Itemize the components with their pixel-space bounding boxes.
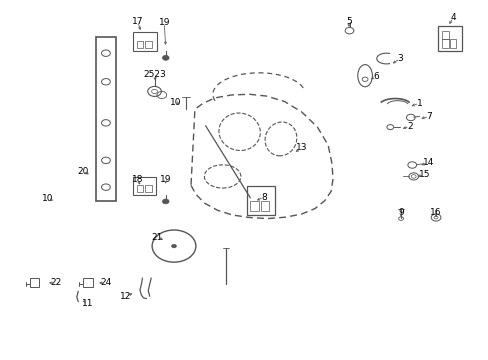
Text: 2: 2 (406, 122, 412, 131)
Text: 2523: 2523 (143, 70, 165, 79)
Text: 11: 11 (82, 299, 94, 308)
Text: 8: 8 (261, 193, 266, 202)
Text: 21: 21 (151, 233, 163, 242)
Text: 10: 10 (169, 98, 181, 107)
Text: 9: 9 (397, 208, 403, 217)
Circle shape (171, 244, 176, 248)
Text: 19: 19 (158, 18, 170, 27)
Text: 3: 3 (396, 54, 402, 63)
Text: 13: 13 (296, 143, 307, 152)
Text: 14: 14 (422, 158, 433, 167)
Text: 1: 1 (416, 99, 422, 108)
Text: 18: 18 (131, 175, 143, 184)
Text: 12: 12 (120, 292, 131, 301)
Text: 22: 22 (50, 278, 61, 287)
Text: 6: 6 (372, 72, 378, 81)
Text: 16: 16 (429, 208, 441, 217)
Text: 20: 20 (77, 167, 89, 176)
Circle shape (162, 55, 169, 60)
Text: 10: 10 (42, 194, 53, 203)
Text: 24: 24 (100, 278, 111, 287)
Text: 17: 17 (131, 17, 143, 26)
Text: 7: 7 (426, 112, 431, 121)
Text: 19: 19 (160, 175, 171, 184)
Circle shape (162, 199, 169, 204)
Text: 15: 15 (418, 170, 429, 179)
Text: 4: 4 (450, 13, 455, 22)
Text: 5: 5 (346, 17, 351, 26)
